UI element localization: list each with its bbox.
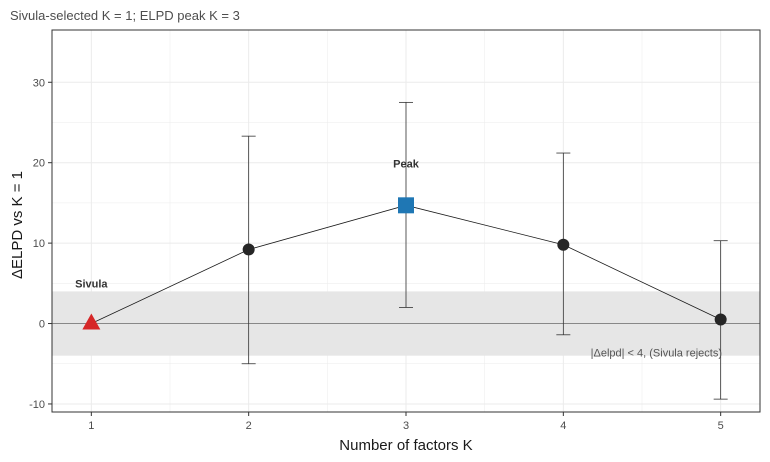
- sivula-point-marker: [82, 313, 101, 330]
- x-tick-label: 3: [403, 420, 409, 432]
- y-tick-label: -10: [29, 399, 45, 411]
- x-tick-label: 2: [246, 420, 252, 432]
- x-tick-label: 4: [560, 420, 566, 432]
- x-tick-label: 5: [718, 420, 724, 432]
- y-tick-label: 30: [33, 77, 45, 89]
- y-tick-label: 0: [39, 319, 45, 331]
- peak-point-marker: [398, 197, 414, 214]
- sivula-label: Sivula: [75, 279, 108, 291]
- peak-label: Peak: [393, 158, 420, 170]
- x-tick-label: 1: [88, 420, 94, 432]
- chart-title: Sivula-selected K = 1; ELPD peak K = 3: [10, 8, 240, 23]
- x-axis-title: Number of factors K: [339, 437, 472, 454]
- data-point: [242, 243, 255, 256]
- plot-area: Sivula Peak |Δelpd| < 4, (Sivula rejects) -…: [29, 29, 761, 432]
- data-point: [714, 313, 727, 326]
- y-tick-label: 10: [33, 238, 45, 250]
- y-axis-title: ΔELPD vs K = 1: [9, 171, 26, 279]
- y-tick-label: 20: [33, 158, 45, 170]
- data-point: [557, 238, 570, 251]
- band-label: |Δelpd| < 4, (Sivula rejects): [591, 348, 722, 360]
